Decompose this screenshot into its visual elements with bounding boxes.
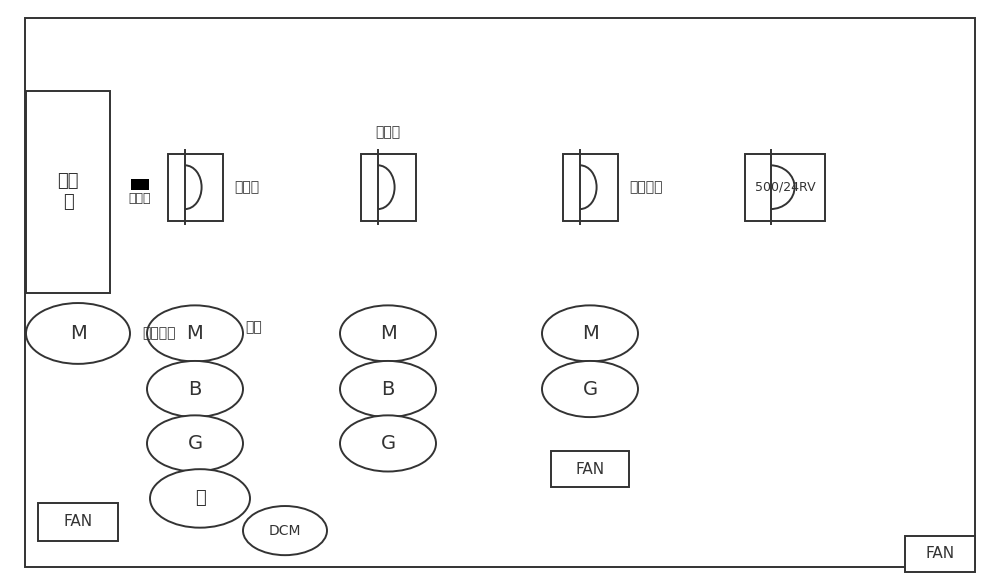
Text: M: M <box>70 324 86 343</box>
Circle shape <box>26 303 130 364</box>
Text: G: G <box>380 434 396 453</box>
Text: G: G <box>582 380 598 398</box>
Circle shape <box>542 361 638 417</box>
Text: DCM: DCM <box>269 524 301 538</box>
Text: 500/24RV: 500/24RV <box>755 181 815 194</box>
Circle shape <box>542 305 638 362</box>
Text: 张力轮: 张力轮 <box>234 180 260 194</box>
Text: G: G <box>187 434 203 453</box>
Text: 水循环泵: 水循环泵 <box>142 326 176 340</box>
Bar <box>745 153 825 221</box>
Text: M: M <box>187 324 203 343</box>
Bar <box>26 91 110 292</box>
Bar <box>905 536 975 572</box>
Text: FAN: FAN <box>63 514 93 529</box>
Text: 配电
柜: 配电 柜 <box>57 172 79 211</box>
Text: B: B <box>381 380 395 398</box>
Text: 扩展支架: 扩展支架 <box>630 180 663 194</box>
Text: FAN: FAN <box>575 462 605 477</box>
Circle shape <box>147 415 243 472</box>
Bar <box>168 153 222 221</box>
Circle shape <box>243 506 327 555</box>
Text: 张力轮: 张力轮 <box>375 125 401 139</box>
Circle shape <box>147 361 243 417</box>
Text: M: M <box>582 324 598 343</box>
Circle shape <box>340 415 436 472</box>
Bar <box>360 153 416 221</box>
Bar <box>562 153 618 221</box>
Text: 电热丝: 电热丝 <box>129 192 151 205</box>
Circle shape <box>150 469 250 528</box>
Bar <box>38 503 118 541</box>
Circle shape <box>340 361 436 417</box>
Text: M: M <box>380 324 396 343</box>
Bar <box>551 451 629 487</box>
Bar <box>131 179 149 190</box>
Text: FAN: FAN <box>925 546 955 562</box>
Circle shape <box>147 305 243 362</box>
Circle shape <box>340 305 436 362</box>
Text: 水冷: 水冷 <box>245 321 262 335</box>
Text: B: B <box>188 380 202 398</box>
Text: 泵: 泵 <box>195 490 205 507</box>
